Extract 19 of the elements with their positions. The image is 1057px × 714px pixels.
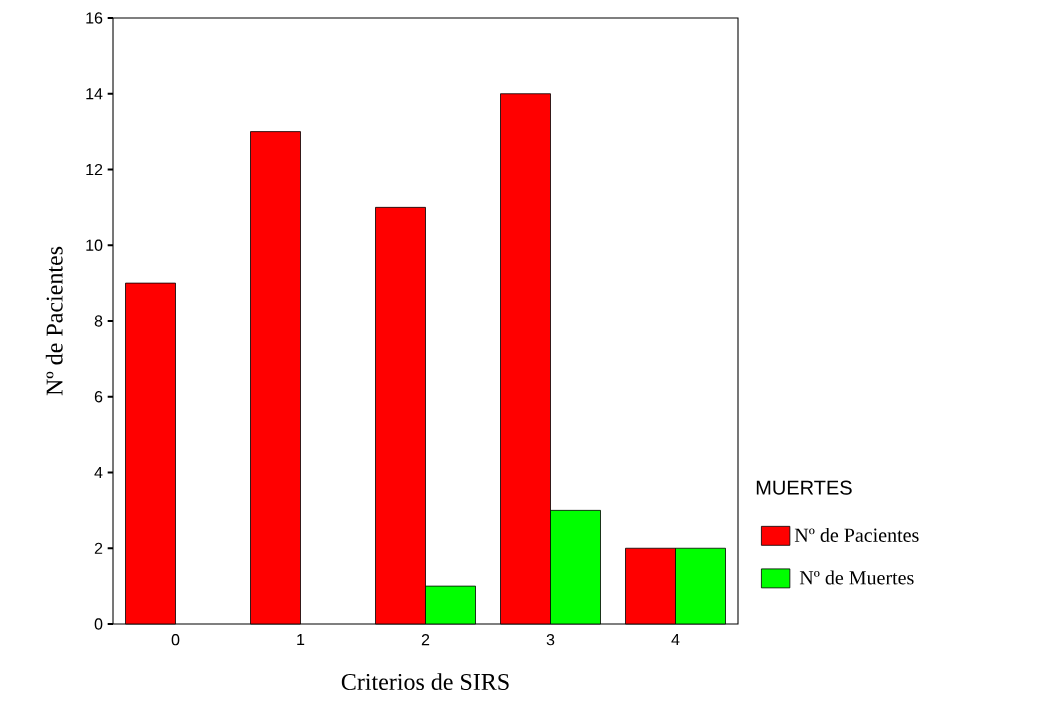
y-tick-label: 14 bbox=[86, 88, 103, 100]
x-axis-title: Criterios de SIRS bbox=[341, 673, 509, 691]
y-tick-label: 16 bbox=[86, 12, 103, 24]
y-tick-label: 0 bbox=[94, 618, 103, 630]
x-tick-label: 1 bbox=[297, 634, 305, 646]
legend-label: Nº de Pacientes bbox=[794, 527, 919, 542]
y-tick-label: 4 bbox=[94, 466, 103, 478]
x-tick-label: 4 bbox=[671, 634, 680, 646]
y-tick-label: 8 bbox=[94, 315, 103, 327]
y-tick-label: 2 bbox=[94, 542, 103, 554]
y-tick-label: 12 bbox=[86, 163, 103, 176]
x-tick-label: 3 bbox=[546, 634, 555, 646]
y-axis-title: Nº de Pacientes bbox=[45, 246, 63, 396]
x-tick-label: 0 bbox=[171, 634, 180, 646]
x-tick-label: 2 bbox=[421, 634, 430, 646]
y-tick-label: 10 bbox=[86, 239, 103, 251]
legend-title: MUERTES bbox=[756, 480, 852, 495]
legend-label: Nº de Muertes bbox=[799, 570, 914, 585]
y-tick-label: 6 bbox=[94, 391, 103, 403]
